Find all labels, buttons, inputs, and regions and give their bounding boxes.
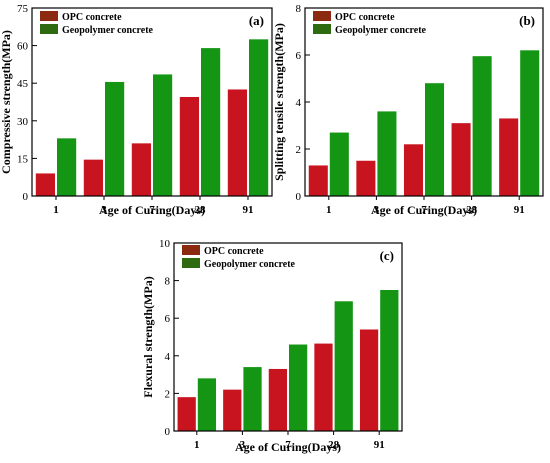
legend-swatch-2 xyxy=(182,258,200,268)
x-tick-label: 91 xyxy=(514,204,525,216)
legend-swatch-1 xyxy=(182,245,200,255)
legend-label-1: OPC concrete xyxy=(204,246,264,257)
legend-label-2: Geopolymer concrete xyxy=(204,259,296,270)
x-tick-label: 91 xyxy=(374,439,385,451)
bar-opc-1 xyxy=(35,173,55,196)
y-tick-label: 4 xyxy=(296,97,302,109)
bar-geopolymer-91 xyxy=(249,39,269,196)
x-axis-label: Age of Curing(Days) xyxy=(371,203,477,217)
x-tick-label: 91 xyxy=(243,204,254,216)
bar-opc-91 xyxy=(359,329,379,431)
x-tick-label: 3 xyxy=(101,204,107,216)
x-tick-label: 1 xyxy=(194,439,200,451)
bar-opc-28 xyxy=(314,343,333,431)
bar-geopolymer-28 xyxy=(201,48,221,196)
y-tick-label: 60 xyxy=(17,41,29,53)
x-axis-label: Age of Curing(Days) xyxy=(235,440,341,454)
bar-geopolymer-3 xyxy=(105,81,125,196)
y-tick-label: 8 xyxy=(165,276,171,288)
chart-panel-3: 1 3 7 28 91 0 2 4 6 8 10 Age of Curing(Days) Flexura… xyxy=(141,238,403,454)
x-tick-label: 28 xyxy=(466,204,478,216)
bar-opc-7 xyxy=(268,368,287,431)
x-tick-label: 28 xyxy=(328,439,340,451)
y-tick-label: 30 xyxy=(17,116,29,128)
bar-geopolymer-7 xyxy=(425,83,445,196)
bar-opc-7 xyxy=(131,143,151,196)
y-tick-label: 6 xyxy=(165,313,171,325)
x-tick-label: 3 xyxy=(240,439,246,451)
bar-opc-91 xyxy=(227,89,247,196)
y-axis-label: Splitting tensile strength(MPa) xyxy=(272,23,286,181)
legend-label-2: Geopolymer concrete xyxy=(62,25,154,36)
y-tick-label: 8 xyxy=(296,3,302,15)
y-tick-label: 2 xyxy=(165,388,171,400)
chart-panel-1: 1 3 7 28 91 0 15 30 45 60 75 Age of Curing(Days) Com… xyxy=(0,3,273,217)
bar-geopolymer-1 xyxy=(329,132,349,196)
legend-swatch-1 xyxy=(40,11,58,21)
bar-geopolymer-1 xyxy=(57,138,77,196)
bar-opc-28 xyxy=(179,96,199,196)
panel-label: (b) xyxy=(519,13,535,28)
bar-opc-1 xyxy=(308,165,328,196)
legend-swatch-2 xyxy=(40,24,58,34)
y-tick-label: 45 xyxy=(17,78,29,90)
bar-geopolymer-28 xyxy=(334,301,353,431)
bar-geopolymer-28 xyxy=(472,56,492,196)
bar-opc-7 xyxy=(403,144,423,196)
x-tick-label: 1 xyxy=(53,204,59,216)
bar-opc-3 xyxy=(223,389,242,431)
y-tick-label: 6 xyxy=(296,50,302,62)
bar-geopolymer-91 xyxy=(520,50,540,196)
bar-geopolymer-3 xyxy=(243,367,262,431)
bar-geopolymer-3 xyxy=(377,111,397,196)
y-tick-label: 2 xyxy=(296,144,302,156)
x-axis-label: Age of Curing(Days) xyxy=(99,203,205,217)
x-tick-label: 7 xyxy=(421,204,427,216)
bar-opc-3 xyxy=(356,160,376,196)
x-tick-label: 1 xyxy=(326,204,332,216)
legend-label-2: Geopolymer concrete xyxy=(335,25,427,36)
bar-geopolymer-1 xyxy=(197,378,217,431)
y-tick-label: 4 xyxy=(165,351,171,363)
x-tick-label: 28 xyxy=(195,204,207,216)
panel-label: (a) xyxy=(249,13,264,28)
bar-geopolymer-91 xyxy=(380,290,399,431)
y-tick-label: 10 xyxy=(159,238,171,250)
plot-frame xyxy=(31,7,273,197)
bar-opc-3 xyxy=(83,159,103,196)
bar-geopolymer-7 xyxy=(289,344,308,431)
legend-label-1: OPC concrete xyxy=(62,12,122,23)
legend-swatch-2 xyxy=(313,24,331,34)
y-tick-label: 0 xyxy=(23,191,29,203)
plot-frame xyxy=(173,242,403,432)
y-axis-label: Compressive strength(MPa) xyxy=(0,30,13,174)
x-tick-label: 7 xyxy=(285,439,291,451)
y-tick-label: 15 xyxy=(17,153,29,165)
x-tick-label: 7 xyxy=(149,204,155,216)
bar-geopolymer-7 xyxy=(153,74,173,196)
x-tick-label: 3 xyxy=(374,204,380,216)
legend-label-1: OPC concrete xyxy=(335,12,395,23)
y-tick-label: 0 xyxy=(165,426,171,438)
legend-swatch-1 xyxy=(313,11,331,21)
y-axis-label: Flexural strength(MPa) xyxy=(141,276,155,397)
bar-opc-91 xyxy=(499,118,519,196)
chart-panel-2: 1 3 7 28 91 0 2 4 6 8 Age of Curing(Days) Splitting… xyxy=(272,3,544,217)
panel-label: (c) xyxy=(380,248,394,263)
y-tick-label: 75 xyxy=(17,3,29,15)
bar-opc-1 xyxy=(177,397,196,431)
y-tick-label: 0 xyxy=(296,191,302,203)
bar-opc-28 xyxy=(451,123,471,196)
